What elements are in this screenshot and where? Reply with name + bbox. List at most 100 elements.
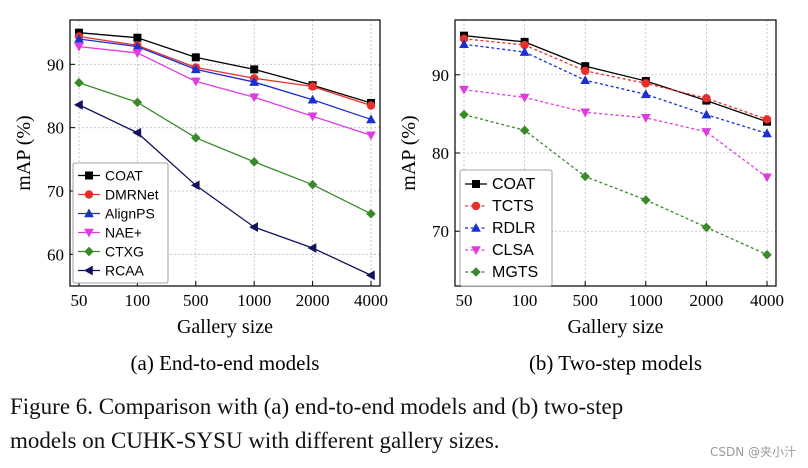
data-point xyxy=(762,115,772,124)
legend-label: AlignPS xyxy=(105,206,155,222)
legend-box xyxy=(72,162,169,284)
legend-box xyxy=(459,169,553,287)
legend-label: RDLR xyxy=(492,220,536,237)
series-line xyxy=(463,38,768,120)
data-point xyxy=(581,66,590,76)
data-point xyxy=(249,157,259,167)
data-point xyxy=(307,243,317,253)
data-point xyxy=(580,171,590,182)
data-point xyxy=(307,179,318,190)
data-point xyxy=(365,270,375,281)
series-tcts xyxy=(459,34,772,124)
data-point xyxy=(133,33,142,42)
y-axis-label: mAP (%) xyxy=(13,115,35,190)
legend-swatch-marker xyxy=(85,171,94,180)
data-point xyxy=(74,77,84,88)
x-tick-label-0: 50 xyxy=(71,291,88,310)
legend-swatch-marker xyxy=(84,246,94,257)
data-point xyxy=(641,195,651,205)
y-tick-label-1: 70 xyxy=(47,182,64,201)
legend-swatch-marker xyxy=(471,267,481,277)
legend-label: COAT xyxy=(492,176,535,193)
data-point xyxy=(580,108,591,118)
series-nae- xyxy=(74,42,376,141)
y-tick-label-0: 70 xyxy=(432,222,449,241)
legend-label: NAE+ xyxy=(105,225,142,241)
legend-label: TCTS xyxy=(492,198,534,215)
y-tick-label-3: 90 xyxy=(47,55,64,74)
data-point xyxy=(701,128,712,137)
legend-swatch-marker xyxy=(471,246,481,256)
data-point xyxy=(249,77,260,86)
data-point xyxy=(308,82,317,91)
x-tick-label-4: 2000 xyxy=(689,291,723,310)
data-point xyxy=(73,99,83,110)
series-line xyxy=(463,35,768,123)
series-coat xyxy=(75,28,375,107)
data-point xyxy=(702,94,711,103)
series-rcaa xyxy=(73,99,375,281)
x-axis-label: Gallery size xyxy=(567,316,663,338)
x-tick-label-3: 1000 xyxy=(237,291,271,310)
series-line xyxy=(463,88,768,178)
series-clsa xyxy=(459,85,772,183)
data-point xyxy=(580,75,591,85)
legend-swatch-marker xyxy=(84,190,94,199)
x-tick-label-1: 100 xyxy=(512,291,538,310)
legend-swatch-marker xyxy=(83,265,93,276)
data-point xyxy=(190,180,200,191)
watermark: CSDN @夹小汁 xyxy=(709,445,796,459)
data-point xyxy=(307,112,318,122)
legend-label: CLSA xyxy=(492,242,534,259)
data-point xyxy=(701,109,712,119)
x-tick-label-2: 500 xyxy=(183,291,209,310)
data-point xyxy=(762,128,772,138)
legend-swatch-marker xyxy=(471,222,481,232)
data-point xyxy=(132,97,143,108)
figure-caption-line-1: Figure 6. Comparison with (a) end-to-end… xyxy=(10,394,624,419)
series-line xyxy=(78,82,372,215)
x-tick-label-3: 1000 xyxy=(629,291,663,310)
x-tick-label-0: 50 xyxy=(456,291,473,310)
series-line xyxy=(78,35,372,107)
data-point xyxy=(459,109,469,120)
data-point xyxy=(307,94,318,104)
data-point xyxy=(249,93,260,103)
data-point xyxy=(519,125,530,136)
data-point xyxy=(641,79,650,88)
legend-swatch-marker xyxy=(471,201,481,211)
data-point xyxy=(762,249,772,260)
series-rdlr xyxy=(459,39,772,138)
data-point xyxy=(459,39,469,49)
data-point xyxy=(249,222,258,232)
legend-label: DMRNet xyxy=(105,187,159,203)
data-point xyxy=(74,42,84,52)
legend-swatch-marker xyxy=(471,179,480,188)
chart-panel-b: 70 80 90 50 100 500 1000 2000 4000 Gallery size mA… xyxy=(398,19,784,375)
data-point xyxy=(190,77,201,87)
series-line xyxy=(463,43,768,135)
panel-subtitle: (b) Two-step models xyxy=(529,351,702,375)
legend: COAT DMRNet AlignPS NAE+ CTXG RCAA xyxy=(72,162,169,284)
data-point xyxy=(366,131,376,141)
data-point xyxy=(132,49,143,58)
series-alignps xyxy=(74,33,376,124)
y-tick-label-2: 90 xyxy=(432,66,449,85)
data-point xyxy=(74,33,84,43)
data-point xyxy=(519,93,530,103)
figure-caption-line-2: models on CUHK-SYSU with different galle… xyxy=(10,428,500,453)
data-point xyxy=(366,209,376,219)
data-point xyxy=(191,53,200,62)
chart-panel-a: 60 70 80 90 50 100 500 1000 2000 4000 Gallery size… xyxy=(13,19,388,375)
legend-label: COAT xyxy=(105,168,143,184)
series-line xyxy=(78,45,372,136)
series-line xyxy=(463,114,768,256)
series-ctxg xyxy=(74,77,376,219)
panel-subtitle: (a) End-to-end models xyxy=(131,351,320,375)
data-point xyxy=(519,47,530,56)
plot-frame xyxy=(69,19,381,287)
legend-label: RCAA xyxy=(105,263,145,279)
series-line xyxy=(78,104,372,276)
x-tick-label-5: 4000 xyxy=(354,291,388,310)
